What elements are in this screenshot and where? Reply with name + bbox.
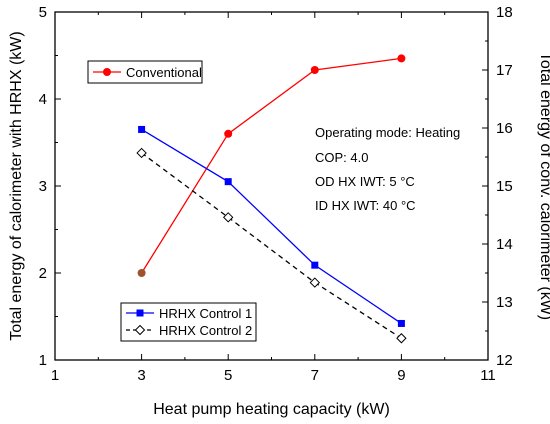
- annotation-cop: COP: 4.0: [315, 150, 368, 165]
- series-conventional-point: [310, 66, 319, 74]
- series-conventional-point: [137, 269, 146, 277]
- series-layer: [136, 54, 407, 344]
- y-right-tick-label: 16: [496, 120, 513, 137]
- series-hrhx-control-1-point: [138, 125, 146, 133]
- series-hrhx-control-2-point: [136, 147, 147, 159]
- series-hrhx-control-1-point: [224, 178, 232, 186]
- y-left-axis-title: Total energy of calorimeter with HRHX (k…: [8, 31, 25, 340]
- x-axis-title: Heat pump heating capacity (kW): [153, 401, 390, 418]
- series-hrhx-control-1-point: [397, 319, 405, 327]
- series-conventional-line: [141, 57, 402, 274]
- y-left-tick-label: 5: [39, 4, 47, 21]
- y-left-tick-label: 4: [39, 91, 47, 108]
- legend-hrhx-box: [120, 302, 257, 342]
- y-right-tick-label: 15: [496, 178, 513, 195]
- x-tick-label: 3: [137, 367, 145, 384]
- series-conventional-point: [397, 54, 406, 63]
- legend-hrhx-control-1-label: HRHX Control 1: [159, 306, 252, 321]
- legend-conventional-marker: [103, 68, 111, 76]
- x-tick-label: 7: [311, 367, 319, 384]
- series-hrhx-control-1-point: [311, 261, 319, 269]
- series-hrhx-control-1-line: [141, 128, 402, 324]
- series-hrhx-control-2-point: [309, 277, 321, 288]
- series-hrhx-control-2-point: [222, 212, 234, 223]
- y-right-axis-title: Total energy of conv. calorimeter (kW): [537, 52, 550, 320]
- y-right-tick-label: 17: [496, 62, 513, 79]
- y-left-tick-label: 1: [39, 352, 47, 369]
- annotation-id-hx-iwt: ID HX IWT: 40 °C: [315, 198, 416, 213]
- legend-hrhx-control-1-marker: [136, 309, 144, 317]
- operating-conditions-annotation: Operating mode: Heating COP: 4.0 OD HX I…: [315, 125, 460, 213]
- y-right-tick-label: 13: [496, 294, 513, 311]
- y-right-tick-label: 18: [496, 4, 513, 21]
- series-hrhx-control-2-point: [396, 333, 407, 344]
- x-tick-label: 11: [480, 367, 496, 384]
- x-tick-label: 1: [51, 367, 59, 384]
- legend-hrhx-control-2-marker: [134, 324, 146, 336]
- y-left-tick-label: 3: [39, 178, 47, 195]
- series-hrhx-control-2-line: [141, 152, 402, 339]
- series-conventional-point: [224, 129, 233, 138]
- legend-hrhx: HRHX Control 1 HRHX Control 2: [120, 302, 257, 342]
- legend-hrhx-control-2-label: HRHX Control 2: [159, 323, 252, 338]
- legend-conventional-box: [87, 60, 203, 84]
- y-right-tick-label: 14: [496, 236, 513, 253]
- y-left-tick-label: 2: [39, 265, 47, 282]
- annotation-od-hx-iwt: OD HX IWT: 5 °C: [315, 174, 415, 189]
- x-tick-label: 9: [397, 367, 405, 384]
- plot-frame: [54, 11, 489, 361]
- y-right-tick-label: 12: [496, 352, 513, 369]
- annotation-operating-mode: Operating mode: Heating: [315, 125, 460, 140]
- legend-conventional-label: Conventional: [126, 65, 202, 80]
- legend-conventional: Conventional: [87, 60, 203, 84]
- x-tick-label: 5: [224, 367, 232, 384]
